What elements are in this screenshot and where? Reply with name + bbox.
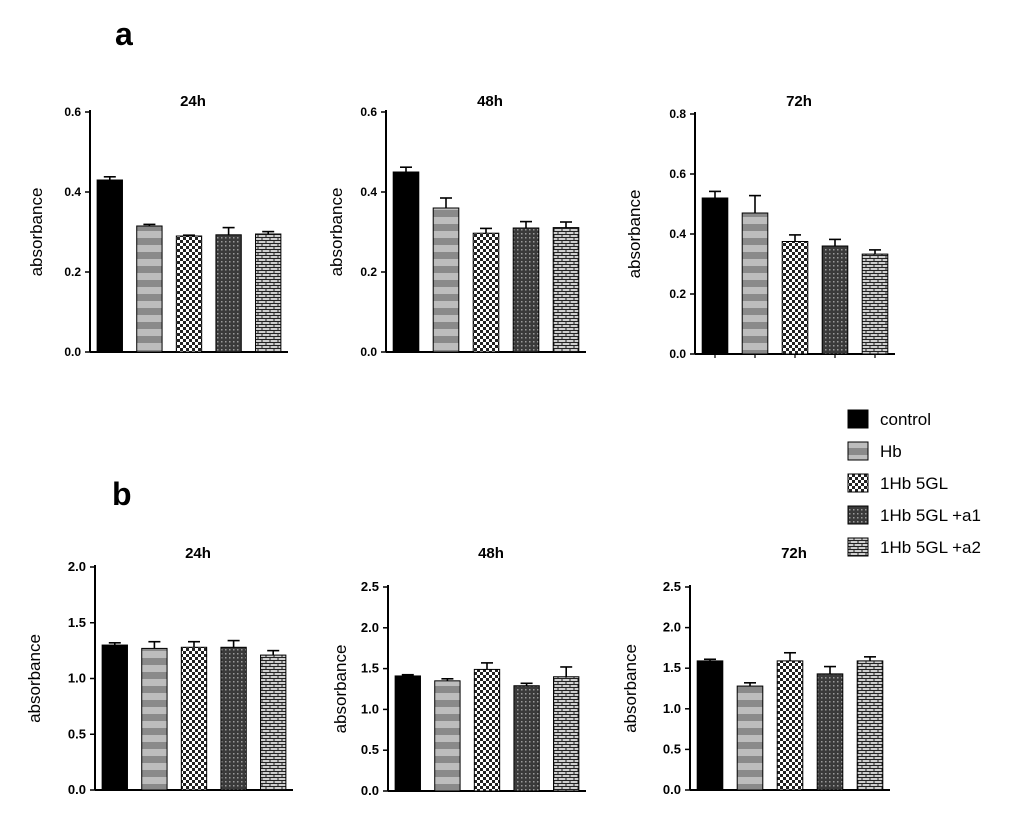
bar-1hb-5gl-a2 [260,654,287,791]
y-tick-label: 0.6 [360,105,377,119]
y-tick-label: 0.2 [669,287,686,301]
y-tick-label: 1.0 [663,701,681,716]
bar-hb [141,647,168,791]
y-tick-label: 1.5 [68,615,86,630]
chart-title: 24h [185,545,211,562]
bar-1hb-5gl-a2 [552,227,580,353]
legend-label-1hb-5gl-a2: 1Hb 5GL +a2 [880,538,981,557]
y-tick-label: 0.4 [360,185,377,199]
legend-swatch-1hb-5gl [847,473,869,493]
chart-title: 48h [477,93,503,110]
bar-hb [736,685,764,791]
chart-title: 72h [781,545,807,562]
bar-1hb-5gl-a1 [816,673,844,791]
panel-b-label: b [112,476,132,512]
bar-1hb-5gl-a1 [821,245,849,355]
chart-title: 72h [786,93,812,110]
bar-1hb-5gl [472,232,500,353]
y-axis-label: absorbance [625,190,644,279]
bar-1hb-5gl-a2 [856,660,884,791]
bar-control [394,675,421,792]
y-axis-label: absorbance [27,188,46,277]
legend-swatch-control [847,409,869,429]
y-tick-label: 2.5 [663,579,681,594]
legend-label-control: control [880,410,931,429]
bar-1hb-5gl [175,235,203,353]
chart-b-72h: 72h absorbance 0.0 0.5 1.0 1.5 2.0 2.5 [621,545,890,797]
chart-a-24h: 24h absorbance 0.0 0.2 0.4 0.6 [27,93,288,359]
legend-swatch-hb [847,441,869,461]
bar-hb [432,207,460,353]
y-tick-label: 0.2 [64,265,81,279]
bar-1hb-5gl-a1 [513,685,540,792]
legend: control Hb 1Hb 5GL 1Hb 5GL +a1 1Hb 5GL +… [847,409,981,557]
y-tick-label: 0.0 [669,347,686,361]
y-tick-label: 0.6 [669,167,686,181]
y-tick-label: 0.5 [68,726,86,741]
bar-control [696,660,724,791]
legend-label-1hb-5gl-a1: 1Hb 5GL +a1 [880,506,981,525]
chart-b-24h: 24h absorbance 0.0 0.5 1.0 1.5 2.0 [25,545,293,797]
y-tick-label: 1.0 [361,701,379,716]
y-tick-label: 0.0 [64,345,81,359]
bar-1hb-5gl-a1 [215,234,242,353]
bar-1hb-5gl [180,646,208,791]
y-axis-label: absorbance [621,644,640,733]
bar-1hb-5gl-a2 [255,233,282,353]
bar-hb [136,225,163,353]
bar-1hb-5gl [473,668,501,792]
bar-1hb-5gl-a2 [553,676,580,792]
y-tick-label: 2.5 [361,579,379,594]
y-tick-label: 0.5 [663,741,681,756]
y-tick-label: 0.4 [669,227,686,241]
y-tick-label: 1.5 [361,661,379,676]
bar-1hb-5gl-a1 [512,227,540,353]
legend-swatch-1hb-5gl-a1 [847,505,869,525]
legend-label-1hb-5gl: 1Hb 5GL [880,474,948,493]
y-tick-label: 0.4 [64,185,81,199]
bar-hb [741,212,769,355]
y-axis-label: absorbance [331,645,350,734]
bar-control [96,179,123,353]
y-tick-label: 2.0 [663,620,681,635]
bar-1hb-5gl [776,660,804,791]
chart-title: 48h [478,545,504,562]
y-tick-label: 0.5 [361,742,379,757]
panel-a-label: a [115,16,133,52]
y-tick-label: 2.0 [361,620,379,635]
charts-group: 24h absorbance 0.0 0.2 0.4 0.6 48h absorbance 0.… [25,93,895,798]
y-tick-label: 0.2 [360,265,377,279]
y-axis-label: absorbance [327,188,346,277]
chart-b-48h: 48h absorbance 0.0 0.5 1.0 1.5 2.0 2.5 [331,545,586,798]
y-tick-label: 0.8 [669,107,686,121]
chart-a-48h: 48h absorbance 0.0 0.2 0.4 0.6 [327,93,586,359]
y-tick-label: 0.0 [360,345,377,359]
bar-1hb-5gl [781,241,809,355]
y-tick-label: 2.0 [68,559,86,574]
y-tick-label: 0.6 [64,105,81,119]
bar-1hb-5gl-a2 [861,253,889,355]
legend-swatch-1hb-5gl-a2 [847,537,869,557]
bar-1hb-5gl-a1 [220,646,247,791]
y-axis-label: absorbance [25,634,44,723]
chart-title: 24h [180,93,206,110]
y-tick-label: 0.0 [361,783,379,798]
bar-control [392,171,420,353]
y-tick-label: 0.0 [663,782,681,797]
bar-control [101,644,128,791]
y-tick-label: 1.5 [663,660,681,675]
legend-label-hb: Hb [880,442,902,461]
y-tick-label: 0.0 [68,782,86,797]
bar-hb [434,680,461,792]
y-tick-label: 1.0 [68,671,86,686]
bar-control [701,197,729,355]
chart-a-72h: 72h absorbance 0.0 0.2 0.4 0.6 0.8 [625,93,895,361]
